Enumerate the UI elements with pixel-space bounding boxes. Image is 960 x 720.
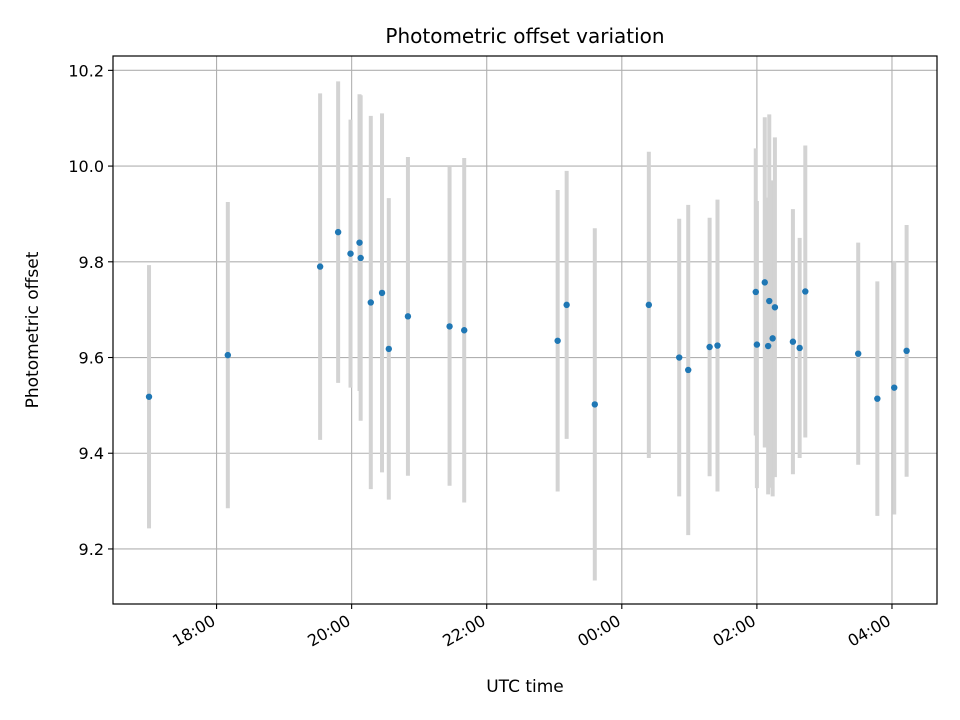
data-point bbox=[446, 323, 453, 330]
data-point bbox=[554, 337, 561, 344]
x-tick-label: 00:00 bbox=[574, 611, 623, 651]
data-point bbox=[356, 239, 363, 246]
data-point bbox=[714, 342, 721, 349]
data-point bbox=[378, 289, 386, 297]
x-tick-label: 18:00 bbox=[169, 611, 218, 651]
data-point bbox=[591, 401, 598, 408]
y-tick-label: 9.2 bbox=[79, 540, 104, 559]
data-point bbox=[789, 338, 797, 345]
chart-title: Photometric offset variation bbox=[385, 24, 664, 48]
x-tick-label: 02:00 bbox=[709, 611, 758, 651]
data-point bbox=[752, 288, 759, 296]
data-point bbox=[676, 354, 683, 361]
x-axis-label: UTC time bbox=[486, 677, 564, 697]
y-tick-label: 10.2 bbox=[68, 61, 104, 80]
y-tick-label: 9.4 bbox=[79, 444, 104, 463]
data-points bbox=[145, 228, 910, 408]
y-tick-label: 9.6 bbox=[79, 349, 104, 368]
data-point bbox=[224, 351, 232, 359]
data-point bbox=[347, 250, 354, 257]
data-point bbox=[645, 301, 653, 309]
y-tick-label: 10.0 bbox=[68, 157, 104, 176]
x-axis-ticks: 18:00 20:00 22:00 00:00 02:00 04:00 bbox=[169, 604, 894, 651]
data-point bbox=[771, 304, 779, 311]
data-point bbox=[903, 347, 910, 355]
y-tick-label: 9.8 bbox=[79, 253, 104, 272]
data-point bbox=[685, 366, 692, 374]
plot-area-frame bbox=[112, 55, 938, 605]
data-point bbox=[334, 228, 342, 236]
data-point bbox=[796, 344, 803, 352]
data-point bbox=[761, 279, 768, 286]
data-point bbox=[404, 313, 412, 320]
data-point bbox=[706, 343, 713, 351]
data-point bbox=[769, 335, 776, 342]
x-tick-label: 20:00 bbox=[304, 611, 353, 651]
data-point bbox=[891, 384, 898, 391]
data-point bbox=[145, 393, 153, 400]
data-point bbox=[316, 263, 324, 270]
data-point bbox=[563, 301, 570, 309]
data-point bbox=[855, 350, 862, 357]
data-point bbox=[766, 297, 773, 305]
x-tick-label: 04:00 bbox=[845, 611, 894, 651]
data-point bbox=[753, 341, 761, 348]
y-axis-label: Photometric offset bbox=[23, 251, 43, 408]
data-point bbox=[874, 395, 881, 402]
data-point bbox=[802, 288, 809, 295]
data-point bbox=[357, 254, 364, 262]
grid bbox=[113, 56, 937, 604]
error-bars bbox=[147, 81, 909, 581]
data-point bbox=[764, 342, 772, 350]
data-point bbox=[461, 327, 468, 334]
data-point bbox=[367, 299, 374, 306]
y-axis-ticks: 9.2 9.4 9.6 9.8 10.0 10.2 bbox=[68, 61, 113, 559]
data-point bbox=[385, 345, 392, 353]
x-tick-label: 22:00 bbox=[439, 611, 488, 651]
